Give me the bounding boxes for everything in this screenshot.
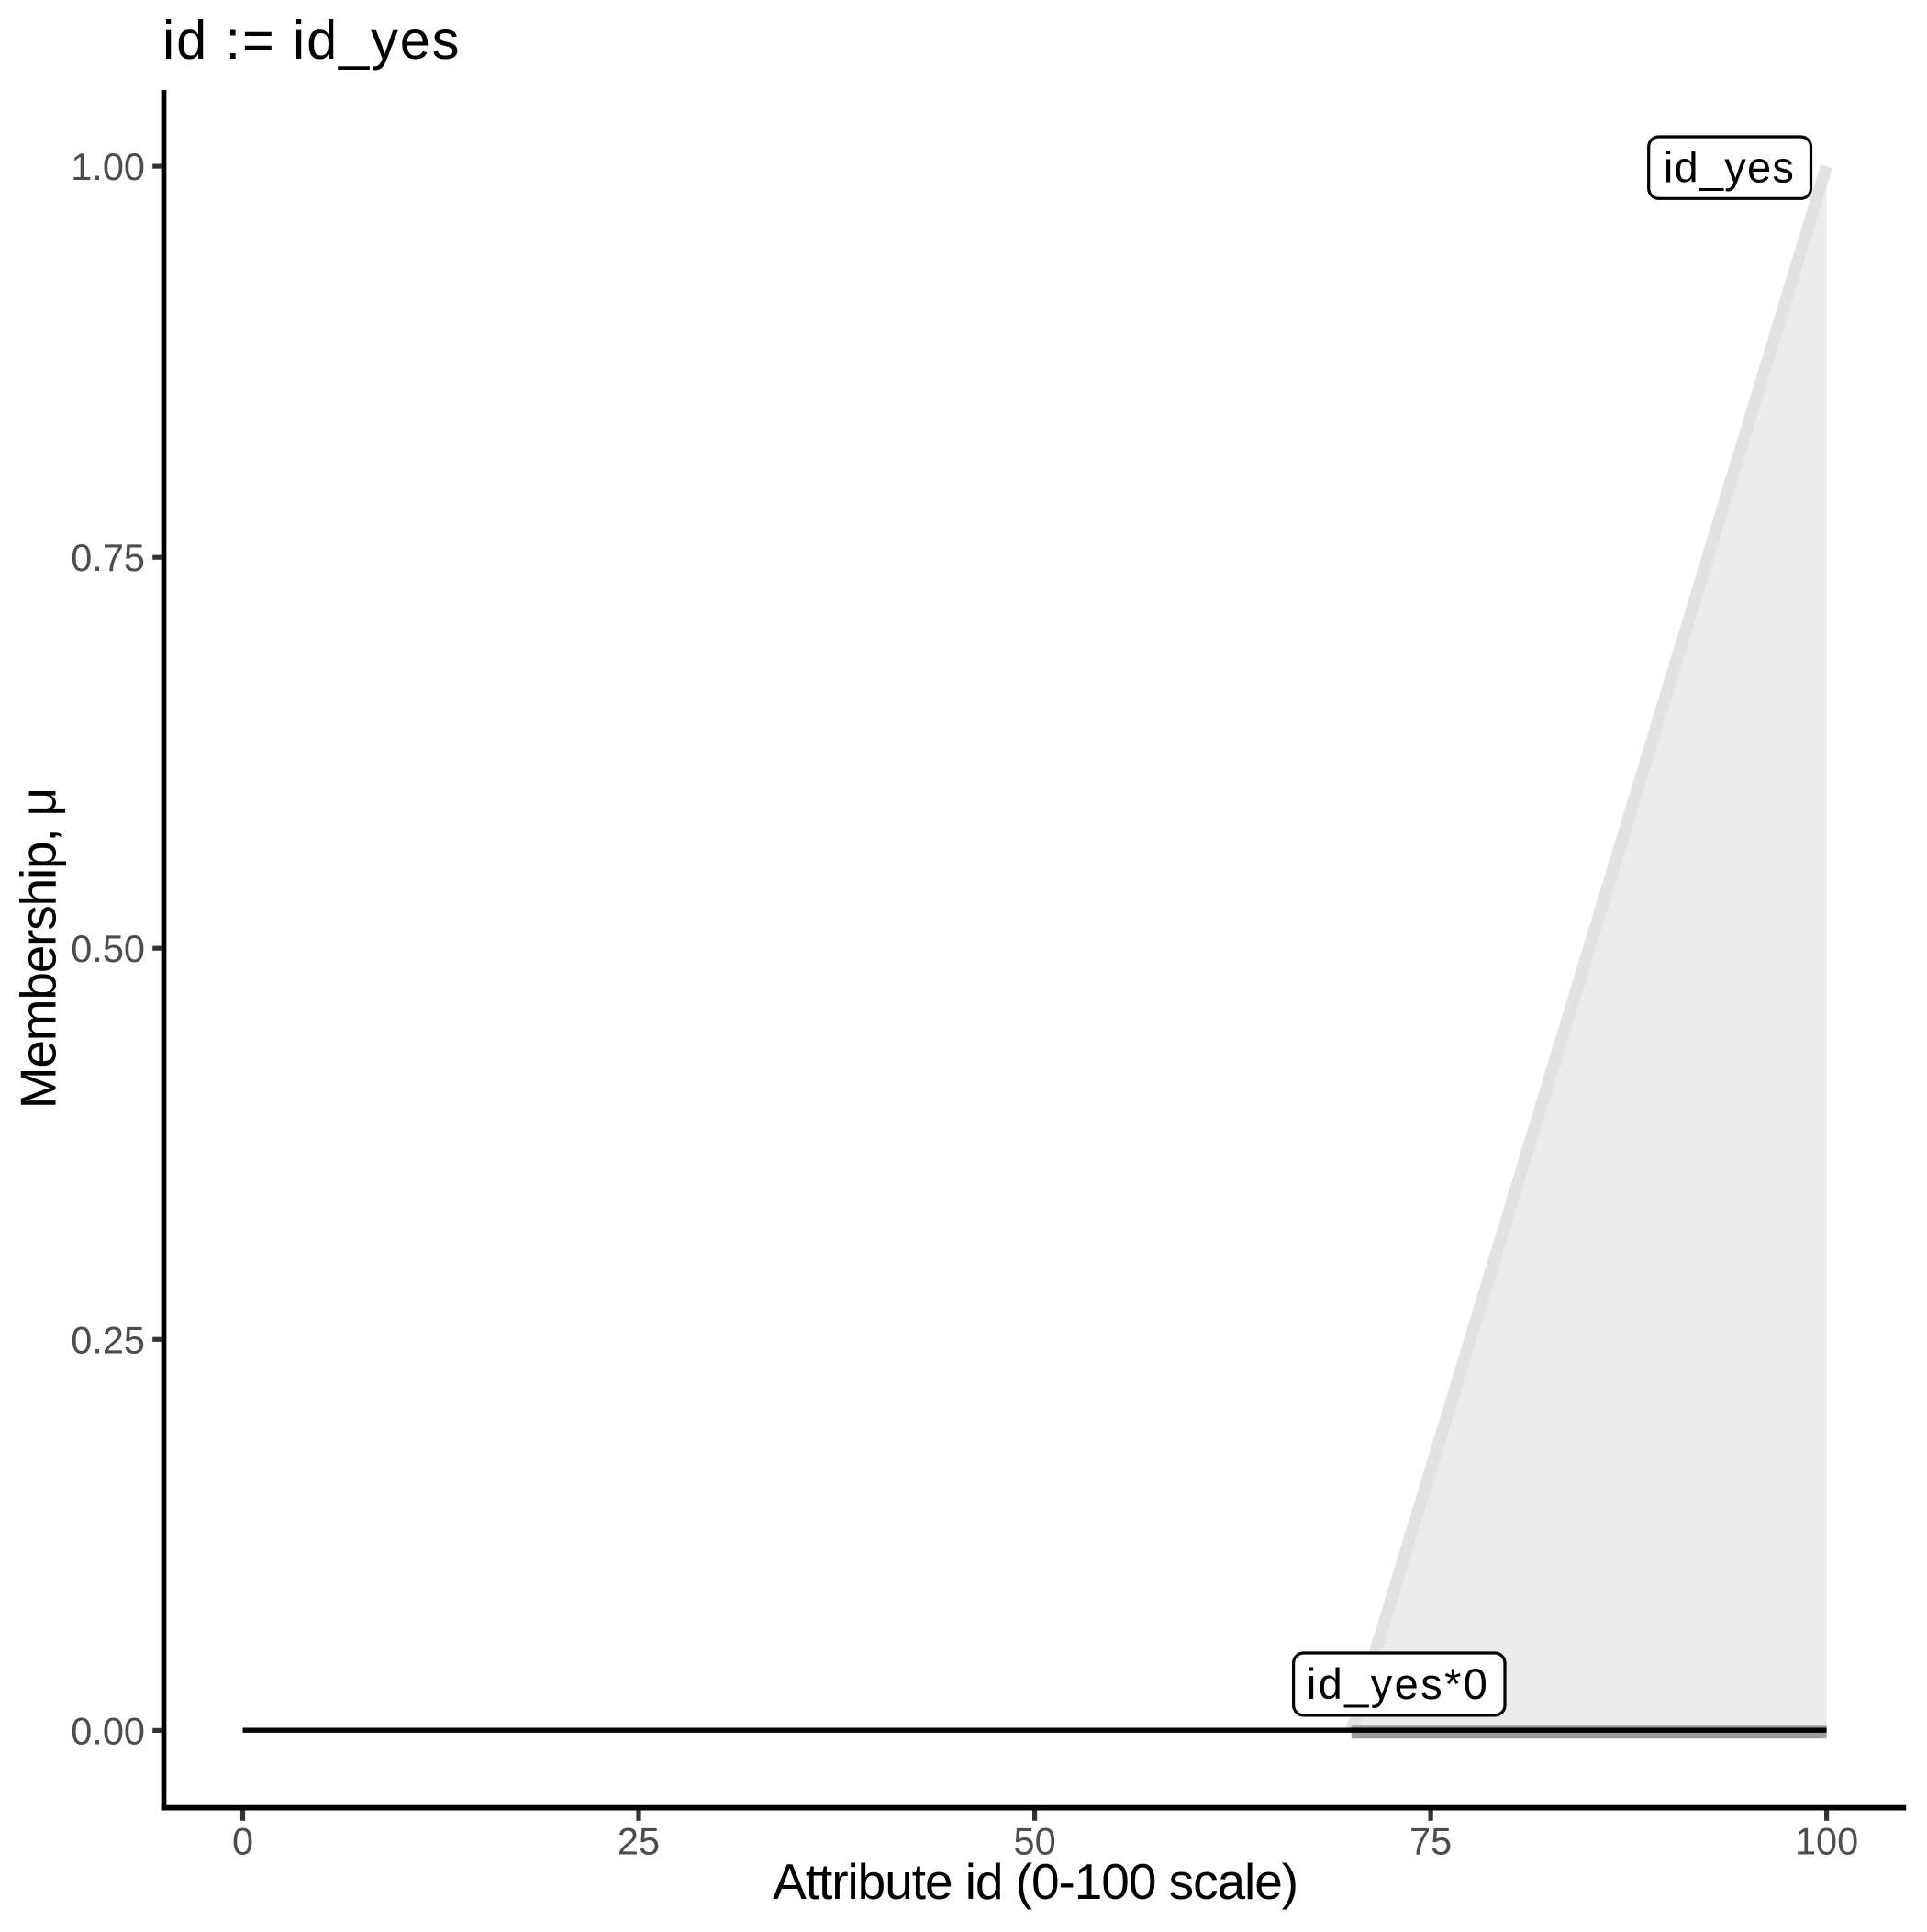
svg-text:id := id_yes: id := id_yes [162, 9, 461, 71]
svg-text:100: 100 [1795, 1819, 1858, 1862]
svg-text:id_yes: id_yes [1664, 142, 1795, 191]
svg-text:id_yes*0: id_yes*0 [1307, 1659, 1490, 1708]
svg-text:Attribute id (0-100 scale): Attribute id (0-100 scale) [773, 1853, 1298, 1910]
svg-text:0.75: 0.75 [71, 536, 145, 579]
svg-text:0.25: 0.25 [71, 1318, 145, 1361]
svg-text:Membership, μ: Membership, μ [10, 788, 67, 1109]
svg-text:0.00: 0.00 [71, 1709, 145, 1752]
svg-text:25: 25 [618, 1819, 660, 1862]
svg-text:1.00: 1.00 [71, 145, 145, 188]
svg-text:75: 75 [1409, 1819, 1452, 1862]
svg-text:50: 50 [1014, 1819, 1056, 1862]
svg-text:0: 0 [232, 1819, 253, 1862]
svg-text:0.50: 0.50 [71, 927, 145, 970]
